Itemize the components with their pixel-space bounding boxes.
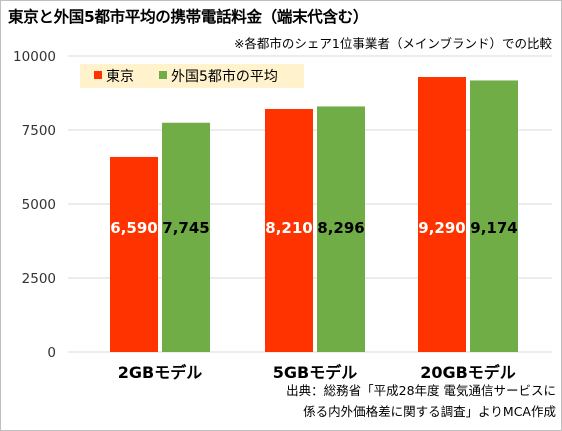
data-label: 9,174	[470, 219, 517, 237]
bar	[110, 156, 158, 352]
bar	[418, 77, 466, 353]
bar	[162, 122, 210, 352]
x-category-label: 2GBモデル	[118, 363, 202, 382]
data-label: 9,290	[418, 219, 465, 237]
x-category-label: 5GBモデル	[273, 363, 357, 382]
data-label: 6,590	[110, 219, 157, 237]
y-tick-label: 10000	[13, 49, 56, 65]
y-tick-label: 0	[47, 345, 56, 361]
source-line-2: 係る内外価格差に関する調査」よりMCA作成	[303, 404, 556, 419]
y-tick-label: 7500	[22, 123, 56, 139]
chart-title: 東京と外国5都市平均の携帯電話料金（端末代含む）	[8, 8, 369, 26]
legend-swatch-foreign	[159, 71, 167, 79]
source-line-1: 出典：総務省「平成28年度 電気通信サービスに	[286, 383, 556, 398]
legend-label-tokyo: 東京	[106, 69, 134, 85]
y-tick-label: 2500	[22, 271, 56, 287]
data-label: 8,296	[317, 219, 364, 237]
legend-box	[80, 64, 304, 88]
x-category-label: 20GBモデル	[420, 363, 516, 382]
chart-subtitle: ※各都市のシェア1位事業者（メインブランド）での比較	[233, 36, 552, 51]
data-label: 8,210	[265, 219, 312, 237]
y-tick-label: 5000	[22, 197, 56, 213]
legend-swatch-tokyo	[94, 71, 102, 79]
legend-label-foreign: 外国5都市の平均	[171, 68, 278, 85]
bar	[470, 80, 518, 353]
bar	[317, 106, 365, 352]
data-label: 7,745	[162, 219, 209, 237]
source-note: 出典：総務省「平成28年度 電気通信サービスに 係る内外価格差に関する調査」より…	[286, 380, 556, 422]
bar	[265, 108, 313, 352]
